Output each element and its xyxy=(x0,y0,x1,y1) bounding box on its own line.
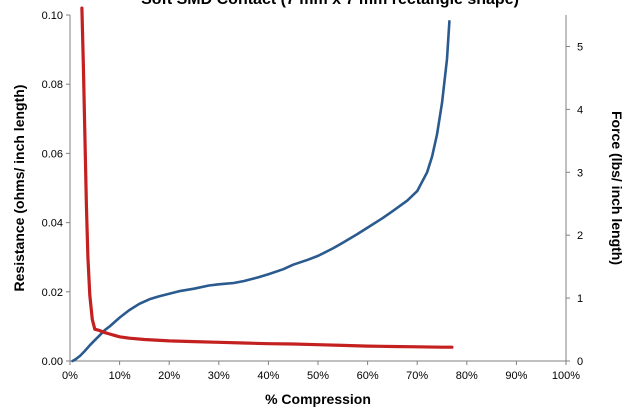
chart-title: Soft SMD Contact (7 mm x 7 mm rectangle … xyxy=(141,0,519,8)
x-tick-label: 20% xyxy=(158,370,180,382)
x-tick-label: 100% xyxy=(552,370,580,382)
y-left-tick-label: 0.06 xyxy=(42,148,63,160)
resistance-series-line xyxy=(80,6,454,349)
y-right-tick-label: 2 xyxy=(577,230,583,242)
x-tick-label: 50% xyxy=(307,370,329,382)
x-axis-label: % Compression xyxy=(265,391,371,407)
y-right-tick-label: 4 xyxy=(577,104,583,116)
y-right-axis-label: Force (lbs/ inch length) xyxy=(609,111,622,265)
x-tick-label: 40% xyxy=(257,370,279,382)
y-left-tick-label: 0.10 xyxy=(42,10,63,22)
y-left-tick-label: 0.08 xyxy=(42,79,63,91)
y-left-tick-label: 0.04 xyxy=(42,218,63,230)
x-tick-label: 80% xyxy=(456,370,478,382)
x-tick-label: 60% xyxy=(357,370,379,382)
series-layer xyxy=(71,6,454,363)
x-tick-label: 0% xyxy=(62,370,78,382)
y-right-tick-label: 1 xyxy=(577,293,583,305)
y-left-axis-label: Resistance (ohms/ inch length) xyxy=(11,85,27,292)
x-tick-label: 70% xyxy=(406,370,428,382)
y-left-tick-label: 0.00 xyxy=(42,356,63,368)
x-tick-label: 90% xyxy=(505,370,527,382)
axes: 0% 10% 20% 30% 40% 50% 60% 70% 80% 90% 100% 0.00 0.0… xyxy=(42,10,584,382)
y-right-tick-label: 0 xyxy=(577,356,583,368)
y-right-tick-label: 3 xyxy=(577,167,583,179)
y-right-tick-label: 5 xyxy=(577,41,583,53)
y-left-tick-label: 0.02 xyxy=(42,287,63,299)
x-tick-label: 10% xyxy=(109,370,131,382)
x-tick-label: 30% xyxy=(208,370,230,382)
